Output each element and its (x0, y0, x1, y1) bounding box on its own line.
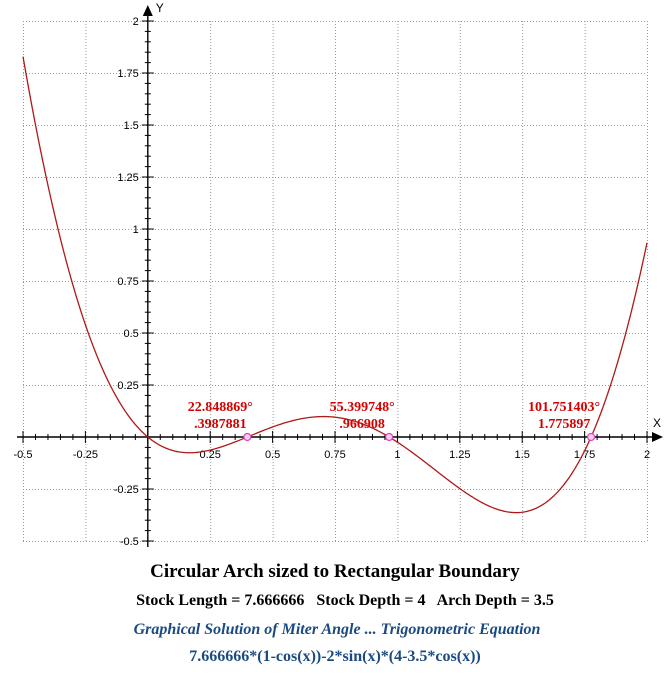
x-tick-label: 2 (644, 449, 650, 461)
y-tick-label: 1.75 (117, 68, 138, 80)
function-line (22, 56, 648, 514)
x-tick-label: 0.25 (199, 449, 220, 461)
root-degrees-label: 55.399748° (330, 400, 395, 415)
root-marker (586, 432, 596, 442)
y-tick-label: 1 (133, 224, 139, 236)
x-axis-arrow-icon (652, 432, 663, 442)
function-curve (22, 56, 648, 514)
x-tick-label: -0.5 (14, 449, 33, 461)
y-tick-label: 2 (133, 16, 139, 28)
subtitle: Graphical Solution of Miter Angle ... Tr… (133, 621, 541, 638)
root-degrees-label: 101.751403° (528, 400, 600, 415)
root-radians-label: .3987881 (194, 417, 247, 432)
x-tick-label: 1 (394, 449, 400, 461)
y-tick-label: -0.5 (120, 536, 139, 548)
y-tick-label: -0.25 (114, 484, 139, 496)
y-tick-label: 0.25 (117, 380, 138, 392)
y-axis-arrow-icon (142, 5, 153, 16)
parameters-line: Stock Length = 7.666666 Stock Depth = 4 … (136, 592, 554, 609)
root-marker (243, 432, 252, 442)
function-plot: XY -0.5 -0.25 0.25 0.5 0.75 1 1.25 1.5 1.75 221.7… (14, 1, 663, 548)
x-tick-label: -0.25 (73, 449, 98, 461)
equation: 7.666666*(1-cos(x))-2*sin(x)*(4-3.5*cos(… (189, 648, 481, 665)
x-tick-label: 0.75 (324, 449, 345, 461)
y-tick-label: 0.75 (117, 276, 138, 288)
x-axis-label: X (653, 416, 661, 430)
grid-lines (23, 21, 648, 542)
x-tick-label: 0.5 (265, 449, 280, 461)
root-markers: 22.848869° .3987881 55.399748° .966908 101.7… (188, 400, 600, 442)
y-tick-label: 1.25 (117, 172, 138, 184)
x-tick-label: 1.75 (574, 449, 595, 461)
y-tick-label: 0.5 (124, 328, 139, 340)
root-degrees-label: 22.848869° (188, 400, 253, 415)
y-axis-label: Y (156, 1, 164, 15)
axes: XY (17, 1, 663, 547)
root-radians-label: 1.775897 (538, 417, 591, 432)
tick-labels: -0.5 -0.25 0.25 0.5 0.75 1 1.25 1.5 1.75 2 2 1.75 1.… (14, 16, 651, 548)
y-tick-label: 1.5 (124, 120, 139, 132)
root-radians-label: .966908 (339, 417, 385, 432)
caption-block: Circular Arch sized to Rectangular Bound… (0, 558, 670, 670)
x-tick-label: 1.25 (449, 449, 470, 461)
root-marker (385, 432, 394, 442)
chart-title: Circular Arch sized to Rectangular Bound… (150, 561, 520, 582)
x-tick-label: 1.5 (515, 449, 530, 461)
